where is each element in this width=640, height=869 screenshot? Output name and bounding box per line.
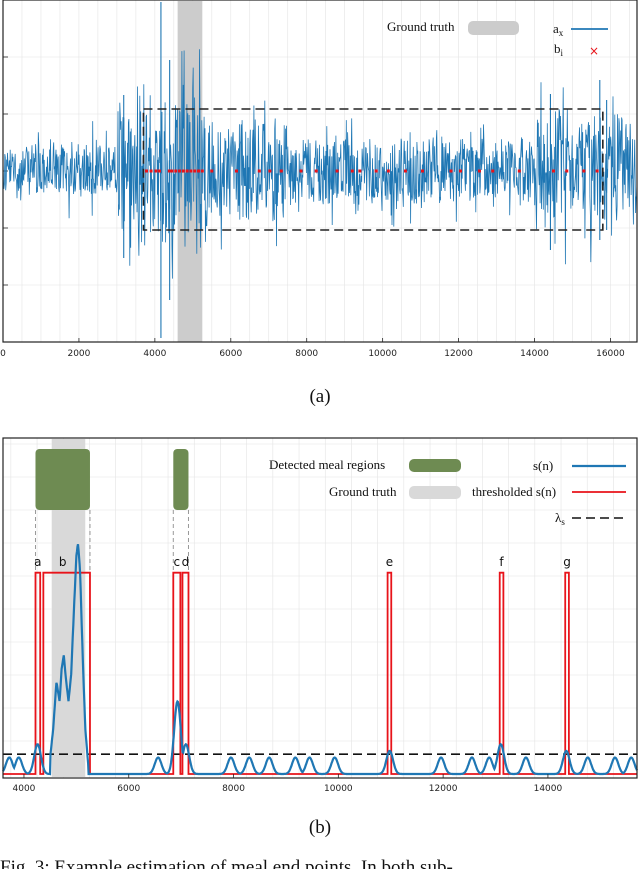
caption-a: (a) [309, 386, 330, 407]
x-tick-label: 2000 [67, 349, 90, 359]
legend-ground-truth-label-a: Ground truth [387, 19, 455, 34]
x-tick-label: 6000 [117, 784, 140, 794]
x-tick-label: 6000 [219, 349, 242, 359]
b-point-marker [200, 169, 204, 173]
b-point-marker [565, 169, 569, 173]
legend-meal-regions-swatch [409, 459, 461, 472]
segment-label-a: a [34, 555, 41, 569]
legend-bi-label: bi [554, 41, 564, 58]
panel-a-dashed-box [142, 108, 604, 231]
b-point-marker [335, 169, 339, 173]
segment-label-c: c [174, 555, 181, 569]
b-point-marker [477, 169, 481, 173]
panel-a-frame [2, 0, 638, 343]
b-point-marker [551, 169, 555, 173]
panel-b-frame [2, 437, 638, 779]
x-tick-label: 0 [0, 349, 6, 359]
x-tick-label: 8000 [295, 349, 318, 359]
b-point-marker [595, 169, 599, 173]
x-tick-label: 10000 [368, 349, 397, 359]
b-point-marker [197, 169, 201, 173]
x-tick-label: 4000 [143, 349, 166, 359]
panel-b-meal-regions [35, 449, 189, 510]
b-point-marker [350, 169, 354, 173]
meal-region-box [35, 449, 90, 510]
legend-bi-marker: × [589, 44, 599, 58]
panel-b-region-connectors [34, 510, 189, 576]
b-point-marker [268, 169, 272, 173]
meal-region-box [173, 449, 189, 510]
segment-label-e: e [386, 555, 393, 569]
b-point-marker [189, 169, 193, 173]
b-point-marker [174, 169, 178, 173]
legend-meal-regions-label: Detected meal regions [269, 457, 385, 472]
x-tick-label: 12000 [444, 349, 473, 359]
b-point-marker [449, 169, 453, 173]
b-point-marker [170, 169, 174, 173]
legend-ground-truth-swatch-a [468, 21, 519, 35]
b-point-marker [458, 169, 462, 173]
legend-s-label: s(n) [533, 458, 553, 473]
b-point-marker [403, 169, 407, 173]
b-point-marker [421, 169, 425, 173]
x-tick-label: 10000 [324, 784, 353, 794]
b-point-marker [517, 169, 521, 173]
panel-a-b-points [145, 169, 599, 173]
b-point-marker [491, 169, 495, 173]
b-point-marker [358, 169, 362, 173]
panel-a: 0 2000 4000 6000 8000 10000 12000 14000 16000 Gr… [0, 0, 638, 359]
b-point-marker [582, 169, 586, 173]
panel-a-signal-spikes [123, 2, 608, 338]
panel-a-x-ticks: 0 2000 4000 6000 8000 10000 12000 14000 16000 [0, 338, 625, 359]
caption-b: (b) [309, 817, 331, 838]
x-tick-label: 14000 [534, 784, 563, 794]
b-point-marker [167, 169, 171, 173]
b-point-marker [374, 169, 378, 173]
panel-b-background [3, 438, 637, 778]
b-point-marker [157, 169, 161, 173]
b-point-marker [257, 169, 261, 173]
legend-ground-truth-swatch-b [409, 486, 461, 499]
b-point-marker [149, 169, 153, 173]
x-tick-label: 16000 [596, 349, 625, 359]
b-point-marker [181, 169, 185, 173]
b-point-marker [178, 169, 182, 173]
figure-caption-text: Fig. 3: Example estimation of meal end p… [0, 857, 453, 869]
panel-b-grid [3, 438, 637, 778]
legend-lambda-label: λs [555, 510, 565, 527]
panel-a-accel-signal-line [2, 49, 638, 279]
b-point-marker [145, 169, 149, 173]
b-point-marker [154, 169, 158, 173]
b-point-marker [185, 169, 189, 173]
x-tick-label: 14000 [520, 349, 549, 359]
segment-label-f: f [499, 555, 504, 569]
b-point-marker [314, 169, 318, 173]
b-point-marker [279, 169, 283, 173]
panel-b-s-line [2, 543, 639, 776]
segment-label-g: g [563, 555, 571, 569]
b-point-marker [299, 169, 303, 173]
panel-b-x-ticks: 4000 6000 8000 10000 12000 14000 [13, 774, 563, 794]
b-point-marker [386, 169, 390, 173]
segment-label-b: b [59, 555, 67, 569]
x-tick-label: 8000 [222, 784, 245, 794]
x-tick-label: 4000 [13, 784, 36, 794]
b-point-marker [210, 169, 214, 173]
b-point-marker [193, 169, 197, 173]
legend-thresholded-label: thresholded s(n) [472, 484, 556, 499]
segment-label-d: d [182, 555, 190, 569]
b-point-marker [234, 169, 238, 173]
legend-ax-label: ax [553, 21, 564, 38]
legend-ground-truth-label-b: Ground truth [329, 484, 397, 499]
x-tick-label: 12000 [429, 784, 458, 794]
